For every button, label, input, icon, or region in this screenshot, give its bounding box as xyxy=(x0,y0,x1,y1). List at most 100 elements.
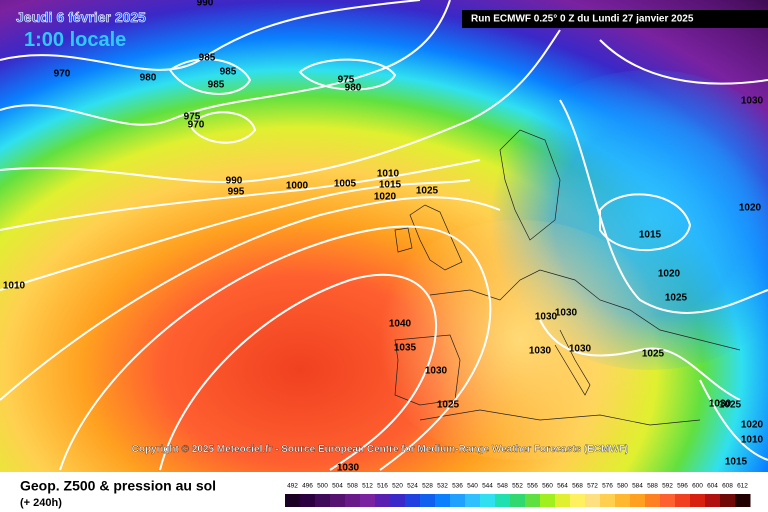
colorbar-swatch xyxy=(510,494,526,507)
colorbar-label: 508 xyxy=(347,483,358,490)
colorbar-swatch xyxy=(705,494,721,507)
colorbar-label: 552 xyxy=(512,483,523,490)
colorbar-swatch xyxy=(585,494,601,507)
ridge-core xyxy=(370,220,670,460)
colorbar-label: 608 xyxy=(722,483,733,490)
colorbar-label: 596 xyxy=(677,483,688,490)
lead-time: (+ 240h) xyxy=(20,497,62,509)
colorbar-swatch xyxy=(540,494,556,507)
colorbar-label: 588 xyxy=(647,483,658,490)
colorbar-swatch xyxy=(555,494,571,507)
forecast-date: Jeudi 6 février 2025 xyxy=(16,9,146,25)
isobar-label: 975 xyxy=(184,112,201,123)
colorbar-swatch xyxy=(600,494,616,507)
isobar-label: 1010 xyxy=(377,169,400,180)
colorbar-label: 536 xyxy=(452,483,463,490)
isobar-label: 985 xyxy=(220,67,237,78)
colorbar-swatch xyxy=(525,494,541,507)
colorbar-swatch xyxy=(630,494,646,507)
colorbar-label: 492 xyxy=(287,483,298,490)
isobar-label: 1040 xyxy=(389,319,412,330)
colorbar-swatch xyxy=(480,494,496,507)
isobar-label: 1015 xyxy=(725,457,748,468)
colorbar-label: 556 xyxy=(527,483,538,490)
colorbar-swatch xyxy=(345,494,361,507)
colorbar-swatch xyxy=(390,494,406,507)
isobar-label: 975 xyxy=(338,75,355,86)
isobar-label: 1030 xyxy=(741,96,764,107)
colorbar-swatch xyxy=(300,494,316,507)
colorbar-swatch xyxy=(420,494,436,507)
colorbar-swatch xyxy=(570,494,586,507)
isobar-label: 1025 xyxy=(665,293,688,304)
colorbar-swatch xyxy=(435,494,451,507)
colorbar-swatch xyxy=(690,494,706,507)
copyright: Copyright © 2025 Meteociel.fr - Source E… xyxy=(132,444,629,455)
colorbar-label: 520 xyxy=(392,483,403,490)
colorbar-label: 528 xyxy=(422,483,433,490)
colorbar-label: 532 xyxy=(437,483,448,490)
colorbar-label: 504 xyxy=(332,483,343,490)
isobar-label: 1015 xyxy=(379,180,402,191)
colorbar-swatch xyxy=(720,494,736,507)
colorbar-swatch xyxy=(660,494,676,507)
isobar-label: 1020 xyxy=(658,269,681,280)
colorbar-swatch xyxy=(405,494,421,507)
product-title: Geop. Z500 & pression au sol xyxy=(20,478,216,494)
colorbar-swatch xyxy=(615,494,631,507)
isobar-label: 970 xyxy=(188,120,205,131)
isobar-label: 1005 xyxy=(334,179,357,190)
isobar-label: 1015 xyxy=(639,230,662,241)
colorbar-label: 564 xyxy=(557,483,568,490)
isobar-label: 990 xyxy=(226,176,243,187)
isobar-label: 1030 xyxy=(337,463,360,474)
colorbar-label: 548 xyxy=(497,483,508,490)
isobar-label: 1020 xyxy=(741,420,764,431)
forecast-time: 1:00 locale xyxy=(24,29,126,51)
isobar-label: 1020 xyxy=(374,192,397,203)
isobar-label: 970 xyxy=(54,69,71,80)
isobar-label: 1030 xyxy=(535,312,558,323)
colorbar-swatch xyxy=(315,494,331,507)
isobar-label: 1035 xyxy=(394,343,417,354)
isobar-label: 1025 xyxy=(719,400,742,411)
isobar-label: 1030 xyxy=(555,308,578,319)
colorbar-label: 580 xyxy=(617,483,628,490)
colorbar-label: 560 xyxy=(542,483,553,490)
colorbar-label: 576 xyxy=(602,483,613,490)
isobar-label: 990 xyxy=(197,0,214,9)
colorbar-swatch xyxy=(285,494,301,507)
isobar-label: 1010 xyxy=(3,281,26,292)
isobar-label: 1030 xyxy=(569,344,592,355)
colorbar-swatch xyxy=(330,494,346,507)
colorbar-label: 568 xyxy=(572,483,583,490)
coastlines xyxy=(394,129,741,426)
isobar-label: 1000 xyxy=(286,181,309,192)
isobar-label: 985 xyxy=(208,80,225,91)
colorbar-swatch xyxy=(735,494,751,507)
isobar-label: 1025 xyxy=(437,400,460,411)
colorbar-label: 540 xyxy=(467,483,478,490)
colorbar-label: 512 xyxy=(362,483,373,490)
colorbar-label: 524 xyxy=(407,483,418,490)
colorbar-label: 604 xyxy=(707,483,718,490)
colorbar-swatch xyxy=(645,494,661,507)
isobar-label: 1030 xyxy=(529,346,552,357)
colorbar-swatch xyxy=(450,494,466,507)
isobar-label: 1025 xyxy=(642,349,665,360)
colorbar-swatch xyxy=(675,494,691,507)
isobars xyxy=(0,0,768,470)
colorbar-label: 544 xyxy=(482,483,493,490)
isobar-label: 1030 xyxy=(425,366,448,377)
colorbar-label: 612 xyxy=(737,483,748,490)
run-info: Run ECMWF 0.25° 0 Z du Lundi 27 janvier … xyxy=(471,14,694,25)
isobar-label: 1010 xyxy=(741,435,764,446)
colorbar-swatch xyxy=(465,494,481,507)
colorbar: 492 496 500 504 508 512 516 520 524 528 532 536 540 5… xyxy=(285,483,751,507)
colorbar-label: 496 xyxy=(302,483,313,490)
colorbar-label: 592 xyxy=(662,483,673,490)
isobar-label: 1025 xyxy=(416,186,439,197)
colorbar-swatch xyxy=(360,494,376,507)
